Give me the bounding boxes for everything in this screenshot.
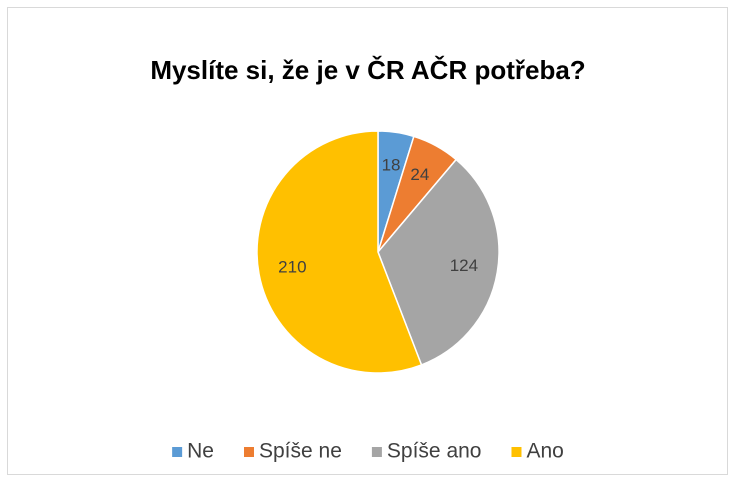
legend-label: Ne — [187, 440, 214, 463]
data-label: 18 — [382, 155, 401, 174]
data-label: 124 — [450, 256, 478, 275]
legend-swatch — [371, 447, 382, 457]
data-label: 24 — [410, 165, 429, 184]
legend-label: Spíše ano — [387, 440, 482, 463]
legend-swatch — [511, 447, 522, 457]
legend-swatch — [172, 447, 183, 457]
chart-title: Myslíte si, že je v ČR AČR potřeba? — [150, 55, 585, 85]
legend-label: Spíše ne — [259, 440, 342, 463]
legend-swatch — [244, 447, 254, 457]
legend-label: Ano — [526, 440, 563, 463]
pie-slice — [256, 130, 423, 374]
pie-slice — [377, 158, 500, 366]
data-label: 210 — [278, 257, 306, 276]
